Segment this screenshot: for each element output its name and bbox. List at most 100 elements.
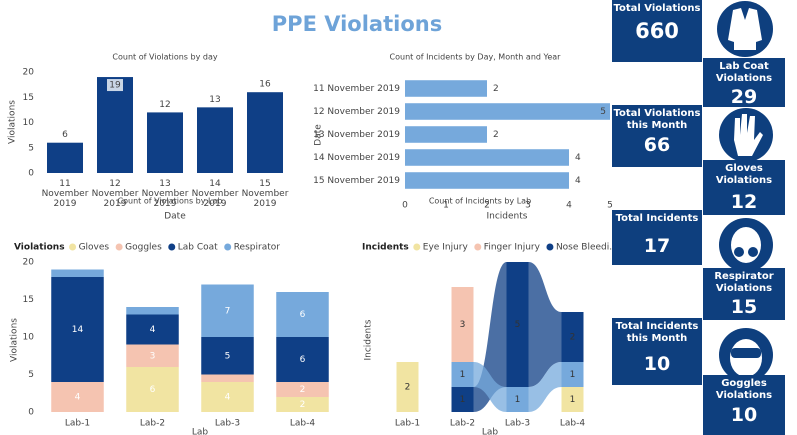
y-tick-label: 15 bbox=[23, 93, 34, 103]
legend-label: Lab Coat bbox=[178, 243, 218, 253]
y-tick-label: 15 November 2019 bbox=[313, 176, 400, 186]
bar bbox=[405, 126, 487, 143]
data-label: 2 bbox=[405, 383, 411, 393]
bar bbox=[405, 80, 487, 97]
card-label: Total Violations bbox=[613, 3, 701, 14]
y-tick-label: 10 bbox=[23, 333, 35, 343]
data-label: 12 bbox=[159, 100, 170, 110]
bar bbox=[197, 107, 233, 173]
y-tick-label: 15 bbox=[23, 295, 34, 305]
card-value: 660 bbox=[635, 19, 679, 43]
bar bbox=[405, 172, 569, 189]
y-tick-label: 20 bbox=[23, 258, 35, 268]
x-tick-label: Lab-4 bbox=[290, 419, 315, 429]
page-title: PPE Violations bbox=[272, 12, 442, 36]
bar-segment bbox=[201, 337, 254, 375]
x-axis-title: Lab bbox=[482, 428, 499, 435]
y-tick-label: 20 bbox=[23, 68, 35, 78]
data-label: 3 bbox=[150, 351, 156, 361]
data-label: 6 bbox=[62, 130, 68, 140]
data-label: 4 bbox=[75, 393, 81, 403]
card: Gloves Violations 12 bbox=[703, 160, 785, 215]
y-axis-title: Violations bbox=[8, 100, 18, 144]
bar-segment bbox=[201, 374, 254, 382]
card-label: Respirator Violations bbox=[714, 271, 774, 294]
chart-title: Count of Violations by day bbox=[112, 53, 217, 62]
x-tick-label: 2 bbox=[484, 201, 490, 211]
y-axis-title: Incidents bbox=[364, 319, 374, 360]
goggles-shape bbox=[731, 348, 761, 358]
chart-title: Count of Incidents by Lab bbox=[429, 197, 531, 206]
legend-swatch bbox=[474, 243, 482, 251]
bar-segment bbox=[126, 367, 179, 412]
data-label: 6 bbox=[150, 385, 156, 395]
bar bbox=[47, 142, 83, 173]
x-tick-label: Lab-1 bbox=[395, 419, 420, 429]
data-label: 3 bbox=[460, 320, 466, 330]
legend-title: Violations bbox=[14, 243, 65, 253]
bar-segment bbox=[506, 262, 529, 387]
data-label: 2 bbox=[493, 84, 499, 94]
legend-swatch bbox=[546, 243, 554, 251]
x-tick-label: Lab-4 bbox=[560, 419, 585, 429]
data-label: 13 bbox=[209, 95, 220, 105]
x-tick-label: Lab-3 bbox=[505, 419, 530, 429]
x-tick-label: Lab-2 bbox=[450, 419, 475, 429]
x-tick-label: 5 bbox=[607, 201, 613, 211]
data-label: 5 bbox=[600, 107, 606, 117]
gloves-shape bbox=[734, 114, 763, 156]
x-tick-label: 1 bbox=[443, 201, 449, 211]
y-axis-title: Date bbox=[314, 124, 324, 146]
card: Goggles Violations 10 bbox=[703, 375, 785, 435]
x-tick-label: 14 November 2019 bbox=[191, 179, 239, 209]
card-value: 17 bbox=[643, 235, 671, 257]
data-label: 1 bbox=[460, 370, 466, 380]
card-label: Total Violations this Month bbox=[613, 108, 701, 131]
card-label: Total Incidents bbox=[615, 213, 699, 224]
y-tick-label: 12 November 2019 bbox=[313, 107, 400, 117]
data-label: 6 bbox=[300, 355, 306, 365]
respirator-shape bbox=[731, 227, 761, 263]
data-label: 4 bbox=[150, 325, 156, 335]
card-value: 29 bbox=[730, 86, 758, 108]
ribbon bbox=[528, 362, 562, 412]
legend-swatch bbox=[69, 243, 77, 251]
data-label: 4 bbox=[225, 393, 231, 403]
y-tick-label: 14 November 2019 bbox=[313, 153, 400, 163]
bar-segment bbox=[201, 284, 254, 337]
card: Respirator Violations 15 bbox=[703, 268, 785, 320]
data-label: 7 bbox=[225, 306, 231, 316]
y-tick-label: 5 bbox=[28, 370, 34, 380]
bar-segment bbox=[276, 382, 329, 397]
bar-segment bbox=[396, 362, 419, 412]
legend-label: Nose Bleedi... bbox=[556, 243, 618, 253]
data-label: 4 bbox=[575, 153, 581, 163]
x-tick-label: 11 November 2019 bbox=[41, 179, 89, 209]
data-label: 2 bbox=[493, 130, 499, 140]
bar-segment bbox=[126, 314, 179, 345]
bar bbox=[147, 112, 183, 173]
bar-segment bbox=[561, 387, 584, 412]
chart-title: Count of Violations by Lab bbox=[118, 197, 223, 206]
legend-label: Eye Injury bbox=[423, 243, 469, 253]
bar-segment bbox=[201, 382, 254, 412]
x-tick-label: Lab-3 bbox=[215, 419, 240, 429]
x-tick-label: Lab-1 bbox=[65, 419, 90, 429]
y-tick-label: 11 November 2019 bbox=[313, 84, 400, 94]
bar-segment bbox=[561, 312, 584, 362]
bar-segment bbox=[51, 269, 104, 277]
data-label: 4 bbox=[575, 176, 581, 186]
bar-segment bbox=[506, 387, 529, 412]
y-tick-label: 5 bbox=[28, 143, 34, 153]
y-tick-label: 13 November 2019 bbox=[313, 130, 400, 140]
data-label: 2 bbox=[300, 385, 306, 395]
x-tick-label: 0 bbox=[402, 201, 408, 211]
y-tick-label: 0 bbox=[28, 169, 34, 179]
legend-label: Respirator bbox=[234, 243, 281, 253]
data-label: 19 bbox=[109, 81, 121, 91]
legend-label: Finger Injury bbox=[484, 243, 541, 253]
respirator-filter bbox=[748, 247, 758, 257]
chart-title: Count of Incidents by Day, Month and Yea… bbox=[390, 53, 562, 62]
y-axis-title: Violations bbox=[10, 318, 20, 362]
